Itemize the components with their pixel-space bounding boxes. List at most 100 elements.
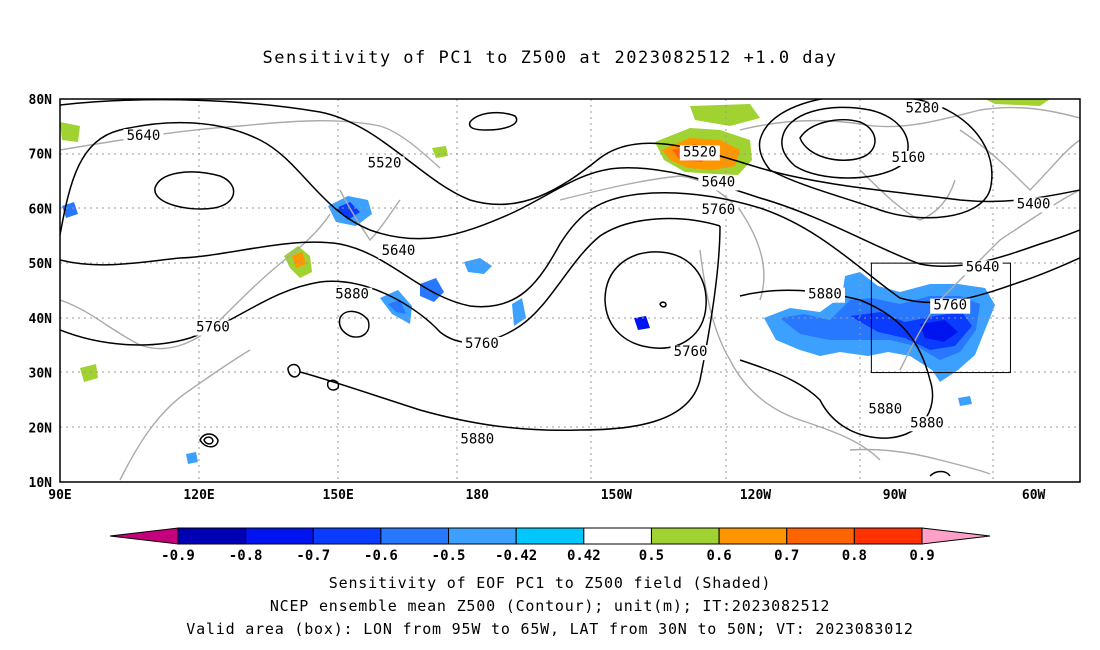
contour-label-5880: 5880 [460,432,494,448]
colorbar-bin [718,527,788,545]
colorbar-label: -0.7 [296,548,330,564]
contour-5640-west [60,121,761,240]
shade-negative-pacific-4 [512,298,526,326]
contour-5520 [60,99,1080,206]
contour-label-bg [193,320,233,336]
shade-negative-philippine [186,452,198,464]
contour-label-bg [930,298,971,314]
shade-positive-japan-core [292,252,306,268]
colorbar-label: 0.42 [567,548,601,564]
contour-5160-low [799,119,876,161]
contour-small-4 [326,379,340,391]
lat-label-20n: 20N [29,421,53,436]
lat-label-80n: 80N [29,93,53,108]
contour-label-bg [888,150,929,166]
colorbar-label: 0.7 [774,548,799,564]
contour-5760-a [60,192,761,308]
shade-negative-gulf [958,396,972,406]
colorbar-label: 0.9 [909,548,934,564]
lat-label-10n: 10N [29,476,53,491]
colorbar-label: -0.6 [364,548,398,564]
contour-5640-east [759,197,1080,268]
colorbar-label: -0.5 [432,548,466,564]
colorbar-bin [786,527,855,545]
caption-shading: Sensitivity of EOF PC1 to Z500 field (Sh… [328,574,772,592]
contour-label-bg [907,416,947,432]
contour-label-5520: 5520 [368,155,402,171]
lon-label-60w: 60W [1022,488,1046,500]
contour-label-bg [698,175,739,191]
contour-5880-a [60,217,721,346]
contour-label-5640: 5640 [382,243,416,259]
contour-small-7 [659,301,667,308]
colorbar-max-triangle [921,527,991,545]
shade-negative-pacific-2 [420,278,444,302]
latitude-labels: 80N 70N 60N 50N 40N 30N 20N 10N [29,93,53,491]
contour-label-5520: 5520 [683,144,717,160]
coast-canada-north [739,106,1080,131]
caption-contour: NCEP ensemble mean Z500 (Contour); unit(… [269,597,831,615]
colorbar-label: -0.8 [229,548,263,564]
lon-label-150w: 150W [601,488,632,500]
contour-label-5640: 5640 [702,175,736,191]
longitude-labels: 90E 120E 150E 180 150W 120W 90W 60W [48,488,1045,500]
contour-label-bg [123,129,164,145]
contour-label-bg [670,345,711,361]
contour-label-5760: 5760 [702,202,736,218]
contour-label-bg [332,287,373,303]
contour-label-bg [364,156,405,172]
contour-small-1 [468,111,518,131]
lat-label-30n: 30N [29,367,53,382]
colorbar-label: -0.9 [161,548,195,564]
contour-label-5880: 5880 [910,415,944,431]
coast-na-west [699,249,881,461]
coast-asia-east [60,213,331,350]
lat-label-50n: 50N [29,257,53,272]
lon-label-120e: 120E [183,488,214,500]
lat-label-60n: 60N [29,202,53,217]
contour-5400-low [758,99,993,219]
contour-5280-low [781,106,909,179]
contour-label-bg [378,243,419,259]
lon-label-180: 180 [466,488,490,500]
contour-label-5880: 5880 [808,287,842,303]
valid-area-box [870,262,1011,374]
contour-label-bg [902,101,943,117]
contour-label-5760: 5760 [674,344,708,360]
colorbar-bin [583,527,652,545]
contour-small-3 [287,363,301,378]
contour-5760-low [604,251,707,349]
contour-labels: 5640 5520 5640 5880 5760 5760 5880 5520 5640 5760… [123,101,1054,448]
shade-positive-south [80,364,98,382]
contour-label-5640: 5640 [127,128,161,144]
colorbar-label: 0.5 [639,548,664,564]
contour-label-5880: 5880 [868,402,902,418]
map-title: Sensitivity of PC1 to Z500 at 2023082512… [262,48,838,68]
lon-label-150e: 150E [323,488,354,500]
plot-frame [59,98,1081,483]
shade-positive-greenland [985,99,1050,106]
colorbar-bin [448,527,517,545]
coast-kamchatka [339,189,401,242]
lat-label-70n: 70N [29,148,53,163]
colorbar-bin [380,527,450,545]
shade-positive-west [60,122,80,142]
contour-label-5760: 5760 [196,320,230,336]
contour-label-bg [1013,197,1054,213]
contour-label-5280: 5280 [906,101,940,117]
colorbar-labels: -0.9 -0.8 -0.7 -0.6 -0.5 -0.42 0.42 0.5 0.6 0.7 0.… [161,548,935,564]
contour-label-bg [457,432,498,448]
contour-label-bg [698,202,739,218]
contour-small-2 [338,310,370,338]
contour-siberia-high [154,171,235,210]
colorbar-bin [853,527,923,545]
contour-label-bg [865,402,906,418]
shade-negative-pacific-1-core [388,300,406,314]
sensitivity-map: 5640 5520 5640 5880 5760 5760 5880 5520 5640 5760… [29,93,1081,500]
colorbar-bin [515,527,585,545]
caption-valid-area: Valid area (box): LON from 95W to 65W, L… [186,620,914,638]
lon-label-120w: 120W [740,488,771,500]
shade-negative-pacific-3 [464,258,492,274]
coast-caribbean [849,448,991,475]
contour-small-8 [929,470,951,477]
